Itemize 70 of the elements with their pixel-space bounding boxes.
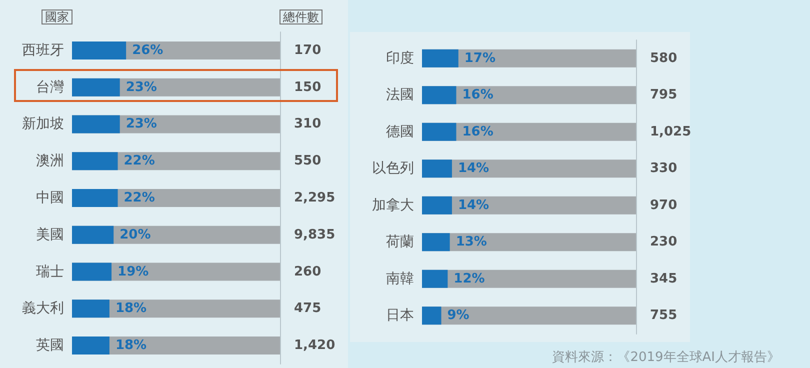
data-label: 19%	[118, 264, 149, 280]
bar	[422, 49, 458, 68]
y-tick-label: 台灣	[36, 79, 64, 96]
data-label: 16%	[462, 88, 494, 103]
bar	[72, 189, 118, 207]
bar	[422, 233, 450, 252]
text: 230	[650, 234, 678, 250]
data-label: 13%	[456, 234, 487, 250]
y-tick-label: 南韓	[386, 270, 414, 287]
y-tick-label: 日本	[386, 308, 414, 324]
text: 310	[294, 116, 322, 132]
bar	[422, 86, 456, 104]
data-label: 14%	[458, 198, 490, 213]
bar	[422, 160, 452, 178]
text: 2,295	[294, 190, 336, 206]
y-tick-label: 西班牙	[22, 42, 64, 58]
bar	[72, 336, 110, 355]
bar	[72, 300, 110, 318]
y-tick-label: 德國	[386, 124, 414, 140]
bar	[72, 226, 114, 244]
y-tick-label: 以色列	[372, 160, 414, 177]
data-label: 26%	[132, 42, 164, 58]
text: 580	[650, 50, 678, 66]
text: 260	[294, 264, 322, 280]
text: 550	[294, 154, 322, 169]
text: 345	[650, 271, 678, 286]
data-label: 22%	[124, 190, 155, 206]
bar	[72, 78, 120, 96]
bar	[422, 270, 448, 288]
data-label: 17%	[464, 50, 496, 66]
y-tick-label: 印度	[386, 50, 414, 66]
data-label: 23%	[126, 80, 157, 95]
data-label: 22%	[124, 154, 155, 169]
bar	[422, 122, 456, 141]
y-tick-label: 英國	[36, 338, 64, 354]
bar	[72, 152, 118, 170]
data-label: 9%	[447, 308, 470, 324]
y2-axis-title: 總件數	[282, 10, 319, 24]
y-tick-label: 加拿大	[372, 197, 414, 214]
y-tick-label: 新加坡	[22, 116, 64, 132]
data-label: 18%	[115, 301, 147, 316]
bar	[422, 306, 442, 325]
bar	[72, 262, 112, 281]
text: 755	[650, 308, 678, 324]
bar	[422, 196, 452, 214]
text: 475	[294, 301, 322, 316]
data-label: 16%	[462, 124, 494, 140]
data-label: 23%	[126, 116, 157, 132]
text: 9,835	[294, 227, 336, 242]
y-tick-label: 瑞士	[36, 264, 64, 280]
data-label: 12%	[454, 271, 485, 286]
text: 970	[650, 198, 678, 213]
text: 330	[650, 161, 678, 176]
bar	[72, 115, 120, 134]
text: 795	[650, 88, 678, 103]
text: 150	[294, 80, 322, 95]
y-tick-label: 義大利	[22, 300, 64, 317]
data-label: 18%	[115, 338, 147, 354]
data-label: 20%	[120, 227, 151, 242]
text: 1,420	[294, 338, 336, 354]
y-tick-label: 法國	[386, 87, 414, 104]
y-tick-label: 中國	[36, 190, 64, 206]
y-tick-label: 荷蘭	[386, 234, 414, 250]
text: 1,025	[650, 124, 692, 140]
text: 170	[294, 42, 322, 58]
y-tick-label: 美國	[36, 226, 64, 243]
y-tick-label: 澳洲	[36, 153, 64, 170]
data-label: 14%	[458, 161, 490, 176]
source-note: 資料來源：《2019年全球AI人才報告》	[552, 350, 780, 365]
y-axis-title: 國家	[45, 10, 69, 24]
